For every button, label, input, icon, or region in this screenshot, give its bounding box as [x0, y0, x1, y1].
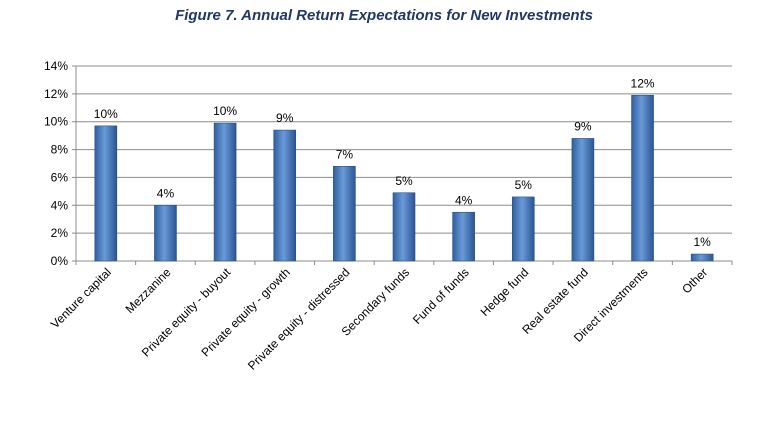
y-tick-label: 4% [51, 198, 69, 212]
y-tick-label: 0% [51, 254, 69, 268]
bar [213, 122, 237, 262]
data-label: 1% [694, 235, 712, 249]
bar [452, 211, 475, 262]
x-tick-label: Venture capital [48, 265, 114, 331]
y-tick-label: 14% [44, 59, 68, 73]
data-label: 12% [631, 76, 655, 90]
y-tick-label: 10% [44, 115, 68, 129]
data-label: 9% [574, 119, 592, 133]
chart-title: Figure 7. Annual Return Expectations for… [175, 7, 593, 24]
y-tick-label: 12% [44, 87, 68, 101]
data-label: 7% [336, 147, 354, 161]
x-tick-label: Fund of funds [410, 265, 472, 327]
bar [273, 129, 297, 262]
data-label: 10% [213, 104, 237, 118]
data-label: 4% [157, 186, 175, 200]
x-tick-label: Hedge fund [478, 265, 532, 319]
data-label: 5% [395, 174, 413, 188]
x-tick-label: Private equity - distressed [245, 265, 353, 373]
x-tick-label: Mezzanine [123, 265, 174, 316]
data-label: 9% [276, 111, 294, 125]
bar [571, 138, 595, 262]
y-tick-label: 6% [51, 170, 69, 184]
bar [333, 165, 356, 262]
data-label: 5% [515, 178, 533, 192]
y-tick-label: 8% [51, 143, 69, 157]
bar [154, 204, 177, 262]
bar [631, 94, 654, 262]
bar [392, 192, 416, 262]
bar [94, 125, 118, 262]
data-label: 4% [455, 193, 473, 207]
data-label: 10% [94, 107, 118, 121]
x-tick-label: Other [679, 265, 710, 296]
bar [690, 253, 714, 262]
bar [511, 196, 535, 262]
y-tick-label: 2% [51, 226, 69, 240]
